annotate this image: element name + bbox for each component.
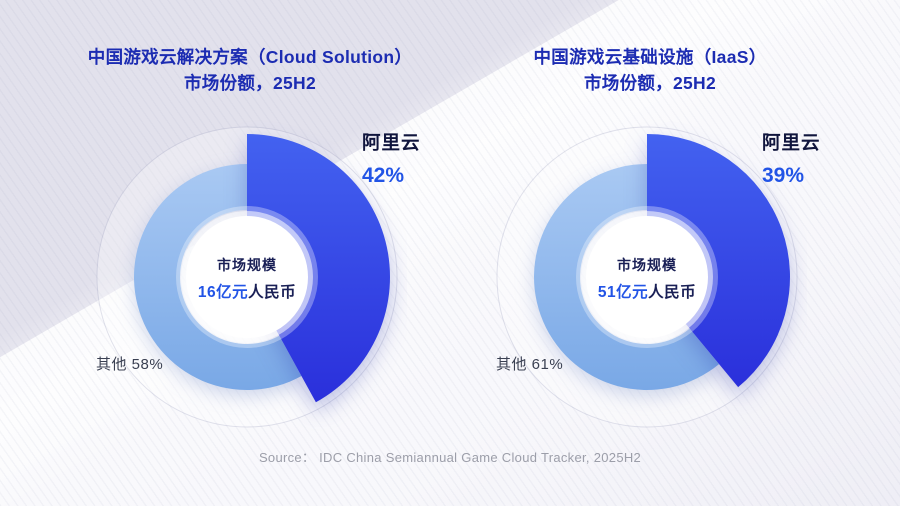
chart-title-line2: 市场份额，25H2 xyxy=(183,73,317,93)
market-size-value: 16亿元 xyxy=(197,284,249,301)
leader-slice xyxy=(647,134,790,388)
market-size-value: 51亿元 xyxy=(597,284,649,301)
chart-title-line1: 中国游戏云基础设施（IaaS） xyxy=(533,47,767,67)
other-share-label: 其他 61% xyxy=(496,356,564,373)
source-credit: Source： IDC China Semiannual Game Cloud … xyxy=(258,450,642,465)
leader-slice xyxy=(247,134,390,403)
chart-cloud-solution: 中国游戏云解决方案（Cloud Solution） 市场份额，25H2 市场规模… xyxy=(0,44,500,428)
center-circle xyxy=(186,216,308,338)
market-size-value-line: 51亿元人民币 xyxy=(557,280,737,302)
market-size-caption: 市场规模 xyxy=(617,257,677,273)
center-circle xyxy=(586,216,708,338)
chart-title-line2: 市场份额，25H2 xyxy=(583,73,717,93)
market-size-caption: 市场规模 xyxy=(217,257,277,273)
market-size-value-line: 16亿元人民币 xyxy=(157,280,337,302)
donut-chart xyxy=(96,126,398,428)
donut-center-label: 市场规模 51亿元人民币 xyxy=(557,255,737,302)
chart-title: 中国游戏云解决方案（Cloud Solution） 市场份额，25H2 xyxy=(0,44,500,96)
chart-title-line1: 中国游戏云解决方案（Cloud Solution） xyxy=(87,47,413,67)
donut-center-label: 市场规模 16亿元人民币 xyxy=(157,255,337,302)
leader-share: 42% xyxy=(362,164,405,187)
leader-name: 阿里云 xyxy=(762,132,821,153)
other-share-label: 其他 58% xyxy=(96,356,164,373)
market-size-unit: 人民币 xyxy=(648,284,697,301)
leader-callout: 阿里云 42% xyxy=(362,129,492,188)
other-slice xyxy=(133,164,302,390)
donut-chart xyxy=(496,126,798,428)
leader-callout: 阿里云 39% xyxy=(762,129,892,188)
chart-title: 中国游戏云基础设施（IaaS） 市场份额，25H2 xyxy=(400,44,900,96)
leader-name: 阿里云 xyxy=(362,132,421,153)
chart-iaas: 中国游戏云基础设施（IaaS） 市场份额，25H2 市场规模 51亿元人民币 阿… xyxy=(400,0,900,460)
market-size-unit: 人民币 xyxy=(248,284,297,301)
other-slice xyxy=(534,164,720,391)
leader-share: 39% xyxy=(762,164,805,187)
